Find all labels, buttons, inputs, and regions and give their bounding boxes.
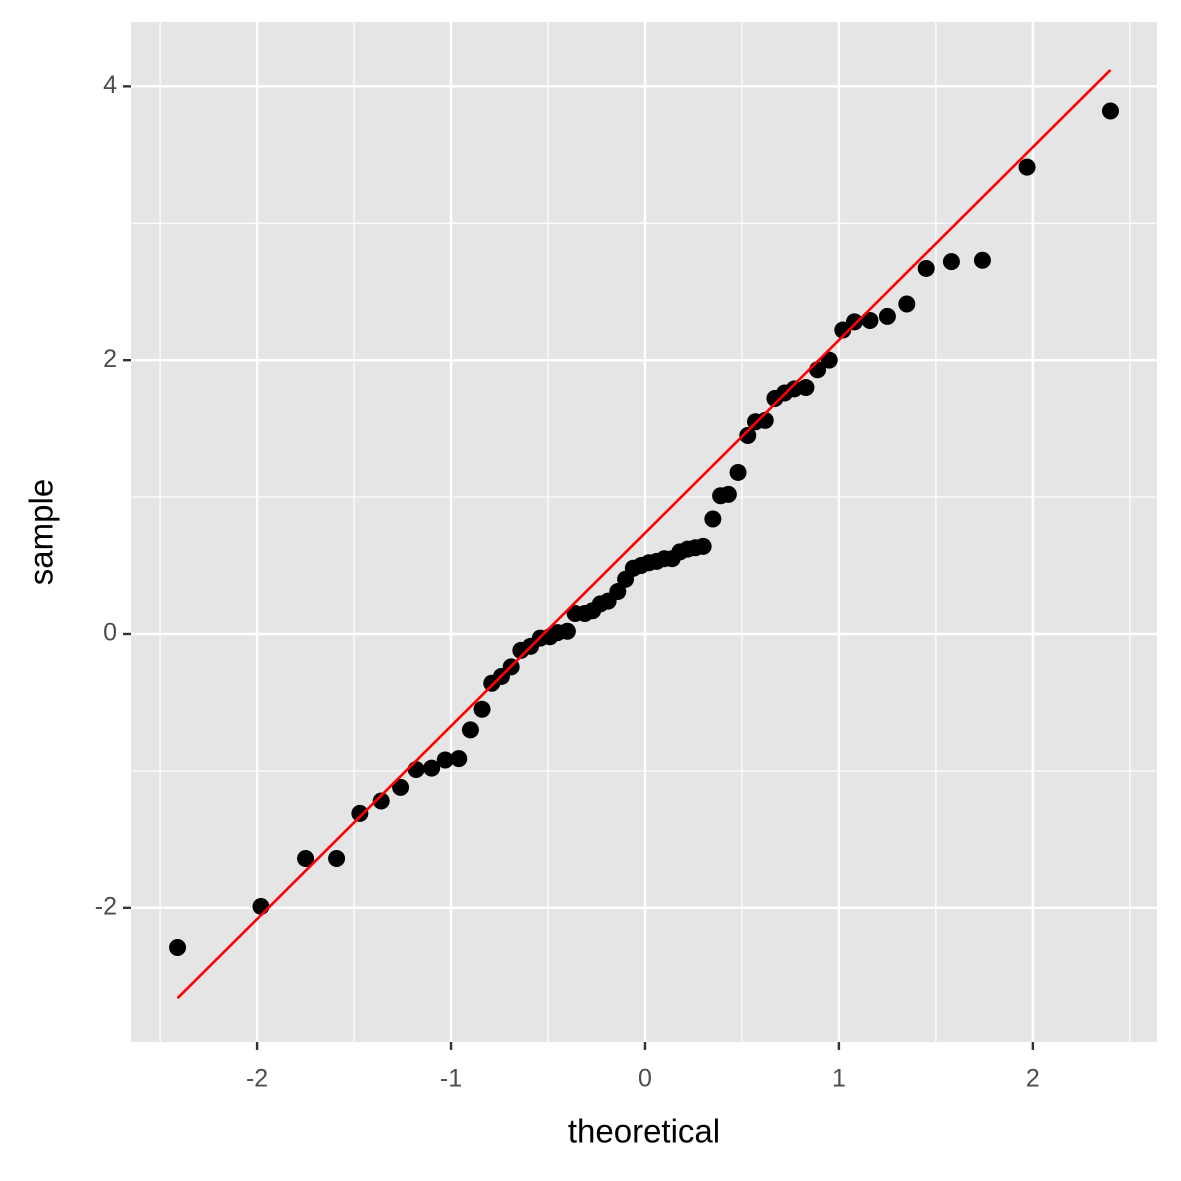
point <box>973 251 991 269</box>
point <box>729 463 747 481</box>
point <box>436 751 454 769</box>
point <box>372 792 390 810</box>
x-axis-title: theoretical <box>568 1113 720 1150</box>
point <box>297 850 315 868</box>
point <box>845 313 863 331</box>
x-tick-label: 1 <box>832 1065 846 1093</box>
point <box>917 259 935 277</box>
y-tick-label: 0 <box>103 619 117 647</box>
point <box>1018 158 1036 176</box>
point <box>558 622 576 640</box>
x-tick-label: 2 <box>1026 1065 1040 1093</box>
point <box>820 351 838 369</box>
point <box>878 307 896 325</box>
point <box>898 295 916 313</box>
reference-line <box>176 68 1112 1000</box>
point <box>473 700 491 718</box>
x-tick-label: -1 <box>440 1065 462 1093</box>
x-tick-label: 0 <box>638 1065 652 1093</box>
y-axis-title: sample <box>23 479 60 585</box>
point <box>739 426 757 444</box>
point <box>351 804 369 822</box>
point <box>407 761 425 779</box>
point <box>942 253 960 271</box>
y-tick-label: -2 <box>95 892 117 920</box>
x-tick-label: -2 <box>246 1065 268 1093</box>
point <box>704 510 722 528</box>
point <box>392 778 410 796</box>
y-tick-label: 2 <box>103 345 117 373</box>
point <box>797 379 815 397</box>
point <box>328 850 346 868</box>
point <box>450 750 468 768</box>
point <box>423 759 441 777</box>
point <box>694 537 712 555</box>
point <box>609 583 627 601</box>
y-tick-label: 4 <box>103 71 117 99</box>
point <box>252 897 270 915</box>
point <box>861 311 879 329</box>
point <box>719 485 737 503</box>
grid <box>131 22 1157 1042</box>
point <box>1101 102 1119 120</box>
marks <box>169 68 1119 1000</box>
point <box>461 721 479 739</box>
point <box>169 939 187 957</box>
